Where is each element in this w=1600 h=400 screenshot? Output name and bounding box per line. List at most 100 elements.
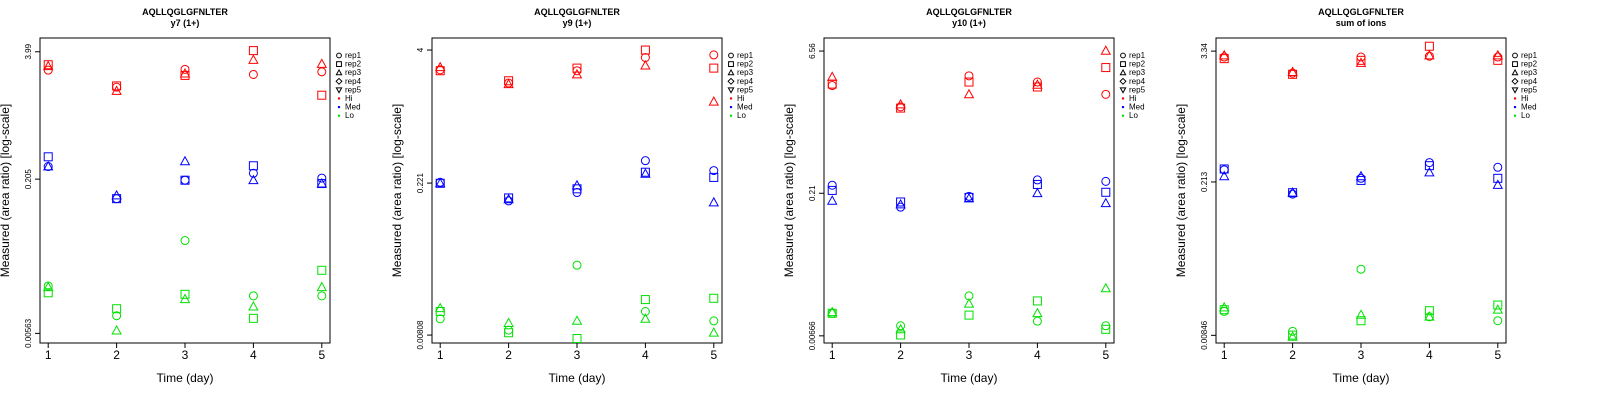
data-point-med-rep3	[1492, 179, 1504, 189]
y-axis-label: Measured (area ratio) [log-scale]	[392, 104, 404, 277]
data-point-hi-rep3	[826, 71, 838, 81]
legend-label: Lo	[1521, 111, 1530, 120]
plot-frame	[39, 37, 331, 344]
data-point-med-rep3	[1218, 170, 1230, 181]
data-point-lo-rep3	[503, 317, 514, 327]
y-tick-label: 0.21	[808, 185, 817, 201]
data-point-med-rep2	[1032, 179, 1042, 189]
data-point-hi-rep3	[1218, 49, 1230, 60]
data-point-hi-rep1	[1356, 52, 1366, 62]
legend-marker-rep3	[1511, 68, 1519, 76]
legend-marker-rep2	[336, 61, 342, 68]
chart-subtitle: y7 (1+)	[171, 18, 200, 28]
legend-marker-rep1	[1512, 52, 1518, 59]
data-point-lo-rep1	[317, 291, 327, 301]
data-point-hi-rep1	[709, 50, 719, 60]
x-tick-label: 3	[574, 348, 581, 362]
x-tick-label: 2	[505, 348, 512, 362]
legend-label: rep1	[345, 51, 362, 60]
data-point-lo-rep2	[112, 304, 122, 314]
x-tick-label: 4	[250, 348, 257, 362]
data-point-lo-rep3	[1032, 307, 1043, 318]
data-point-lo-rep2	[43, 288, 53, 298]
data-point-lo-rep3	[111, 325, 122, 335]
data-point-med-rep1	[1032, 175, 1042, 185]
data-point-hi-rep3	[42, 60, 54, 71]
data-point-hi-rep2	[640, 45, 650, 55]
data-point-med-rep1	[640, 156, 650, 166]
data-point-lo-rep3	[248, 301, 259, 311]
data-point-hi-rep3	[111, 85, 122, 95]
data-point-med-rep2	[1493, 173, 1503, 183]
data-point-hi-rep1	[43, 65, 53, 75]
data-point-lo-rep1	[896, 321, 906, 331]
data-point-lo-rep2	[1032, 296, 1042, 306]
data-point-lo-rep3	[1100, 282, 1112, 293]
data-point-lo-rep2	[248, 313, 258, 323]
data-point-lo-rep3	[434, 302, 446, 313]
y-tick-label: 0.221	[416, 173, 425, 194]
data-point-med-rep1	[317, 173, 327, 183]
data-point-hi-rep3	[708, 96, 720, 106]
data-point-med-rep2	[1219, 164, 1229, 174]
data-point-hi-rep2	[1101, 63, 1111, 73]
data-point-hi-rep3	[640, 59, 651, 70]
data-point-med-rep3	[316, 177, 328, 188]
data-point-hi-rep2	[1424, 41, 1434, 51]
x-tick-label: 5	[318, 348, 325, 362]
data-point-med-rep3	[179, 155, 191, 166]
legend-label: rep1	[1129, 51, 1146, 60]
data-point-hi-rep2	[1356, 55, 1366, 65]
legend-marker-med	[1121, 105, 1125, 109]
chart-title: AQLLQGLGFNLTER	[534, 7, 620, 17]
data-point-hi-rep2	[964, 77, 974, 87]
data-point-med-rep3	[640, 168, 651, 178]
data-point-lo-rep1	[435, 314, 445, 324]
data-point-lo-rep1	[180, 236, 190, 246]
data-point-lo-rep3	[826, 306, 838, 317]
legend-marker-rep4	[1119, 77, 1127, 85]
data-point-med-rep1	[1101, 176, 1111, 186]
plot-frame	[1215, 37, 1507, 344]
x-tick-label: 3	[1358, 348, 1365, 362]
data-point-lo-rep1	[572, 260, 582, 270]
x-tick-label: 4	[1426, 348, 1433, 362]
data-point-hi-rep1	[317, 67, 327, 77]
chart-subtitle: y9 (1+)	[563, 18, 592, 28]
legend-label: rep4	[1129, 77, 1146, 86]
data-point-hi-rep2	[709, 63, 719, 73]
y-tick-label: 0.00846	[1200, 320, 1209, 349]
y-tick-label: 3.34	[1200, 43, 1209, 59]
data-point-hi-rep3	[316, 58, 328, 68]
data-point-hi-rep3	[434, 61, 446, 72]
data-point-lo-rep2	[827, 308, 837, 318]
data-point-med-rep3	[826, 195, 838, 205]
plot-frame	[431, 37, 723, 344]
legend-label: rep2	[1129, 60, 1146, 69]
y-axis-label: Measured (area ratio) [log-scale]	[784, 104, 796, 277]
x-axis-label: Time (day)	[1333, 371, 1390, 385]
legend-marker-med	[337, 105, 341, 109]
data-point-lo-rep2	[896, 330, 906, 340]
legend-marker-rep4	[727, 77, 735, 85]
data-point-lo-rep1	[640, 306, 650, 316]
data-point-lo-rep3	[1287, 331, 1298, 341]
data-point-lo-rep1	[504, 325, 514, 335]
legend-marker-hi	[337, 97, 341, 100]
legend-marker-hi	[1121, 97, 1125, 100]
data-point-hi-rep3	[895, 98, 906, 109]
legend-label: rep4	[1521, 77, 1538, 86]
legend-marker-rep4	[1511, 77, 1519, 85]
legend-label: rep5	[345, 85, 362, 94]
data-point-lo-rep2	[572, 333, 582, 343]
legend-label: Hi	[345, 94, 353, 103]
legend-marker-lo	[337, 114, 341, 117]
x-tick-label: 1	[45, 348, 52, 362]
data-point-lo-rep1	[1032, 316, 1042, 326]
data-point-lo-rep3	[1355, 309, 1367, 319]
data-point-lo-rep3	[316, 281, 328, 292]
data-point-med-rep2	[180, 175, 190, 185]
data-point-hi-rep3	[503, 78, 514, 89]
data-point-med-rep2	[43, 152, 53, 162]
